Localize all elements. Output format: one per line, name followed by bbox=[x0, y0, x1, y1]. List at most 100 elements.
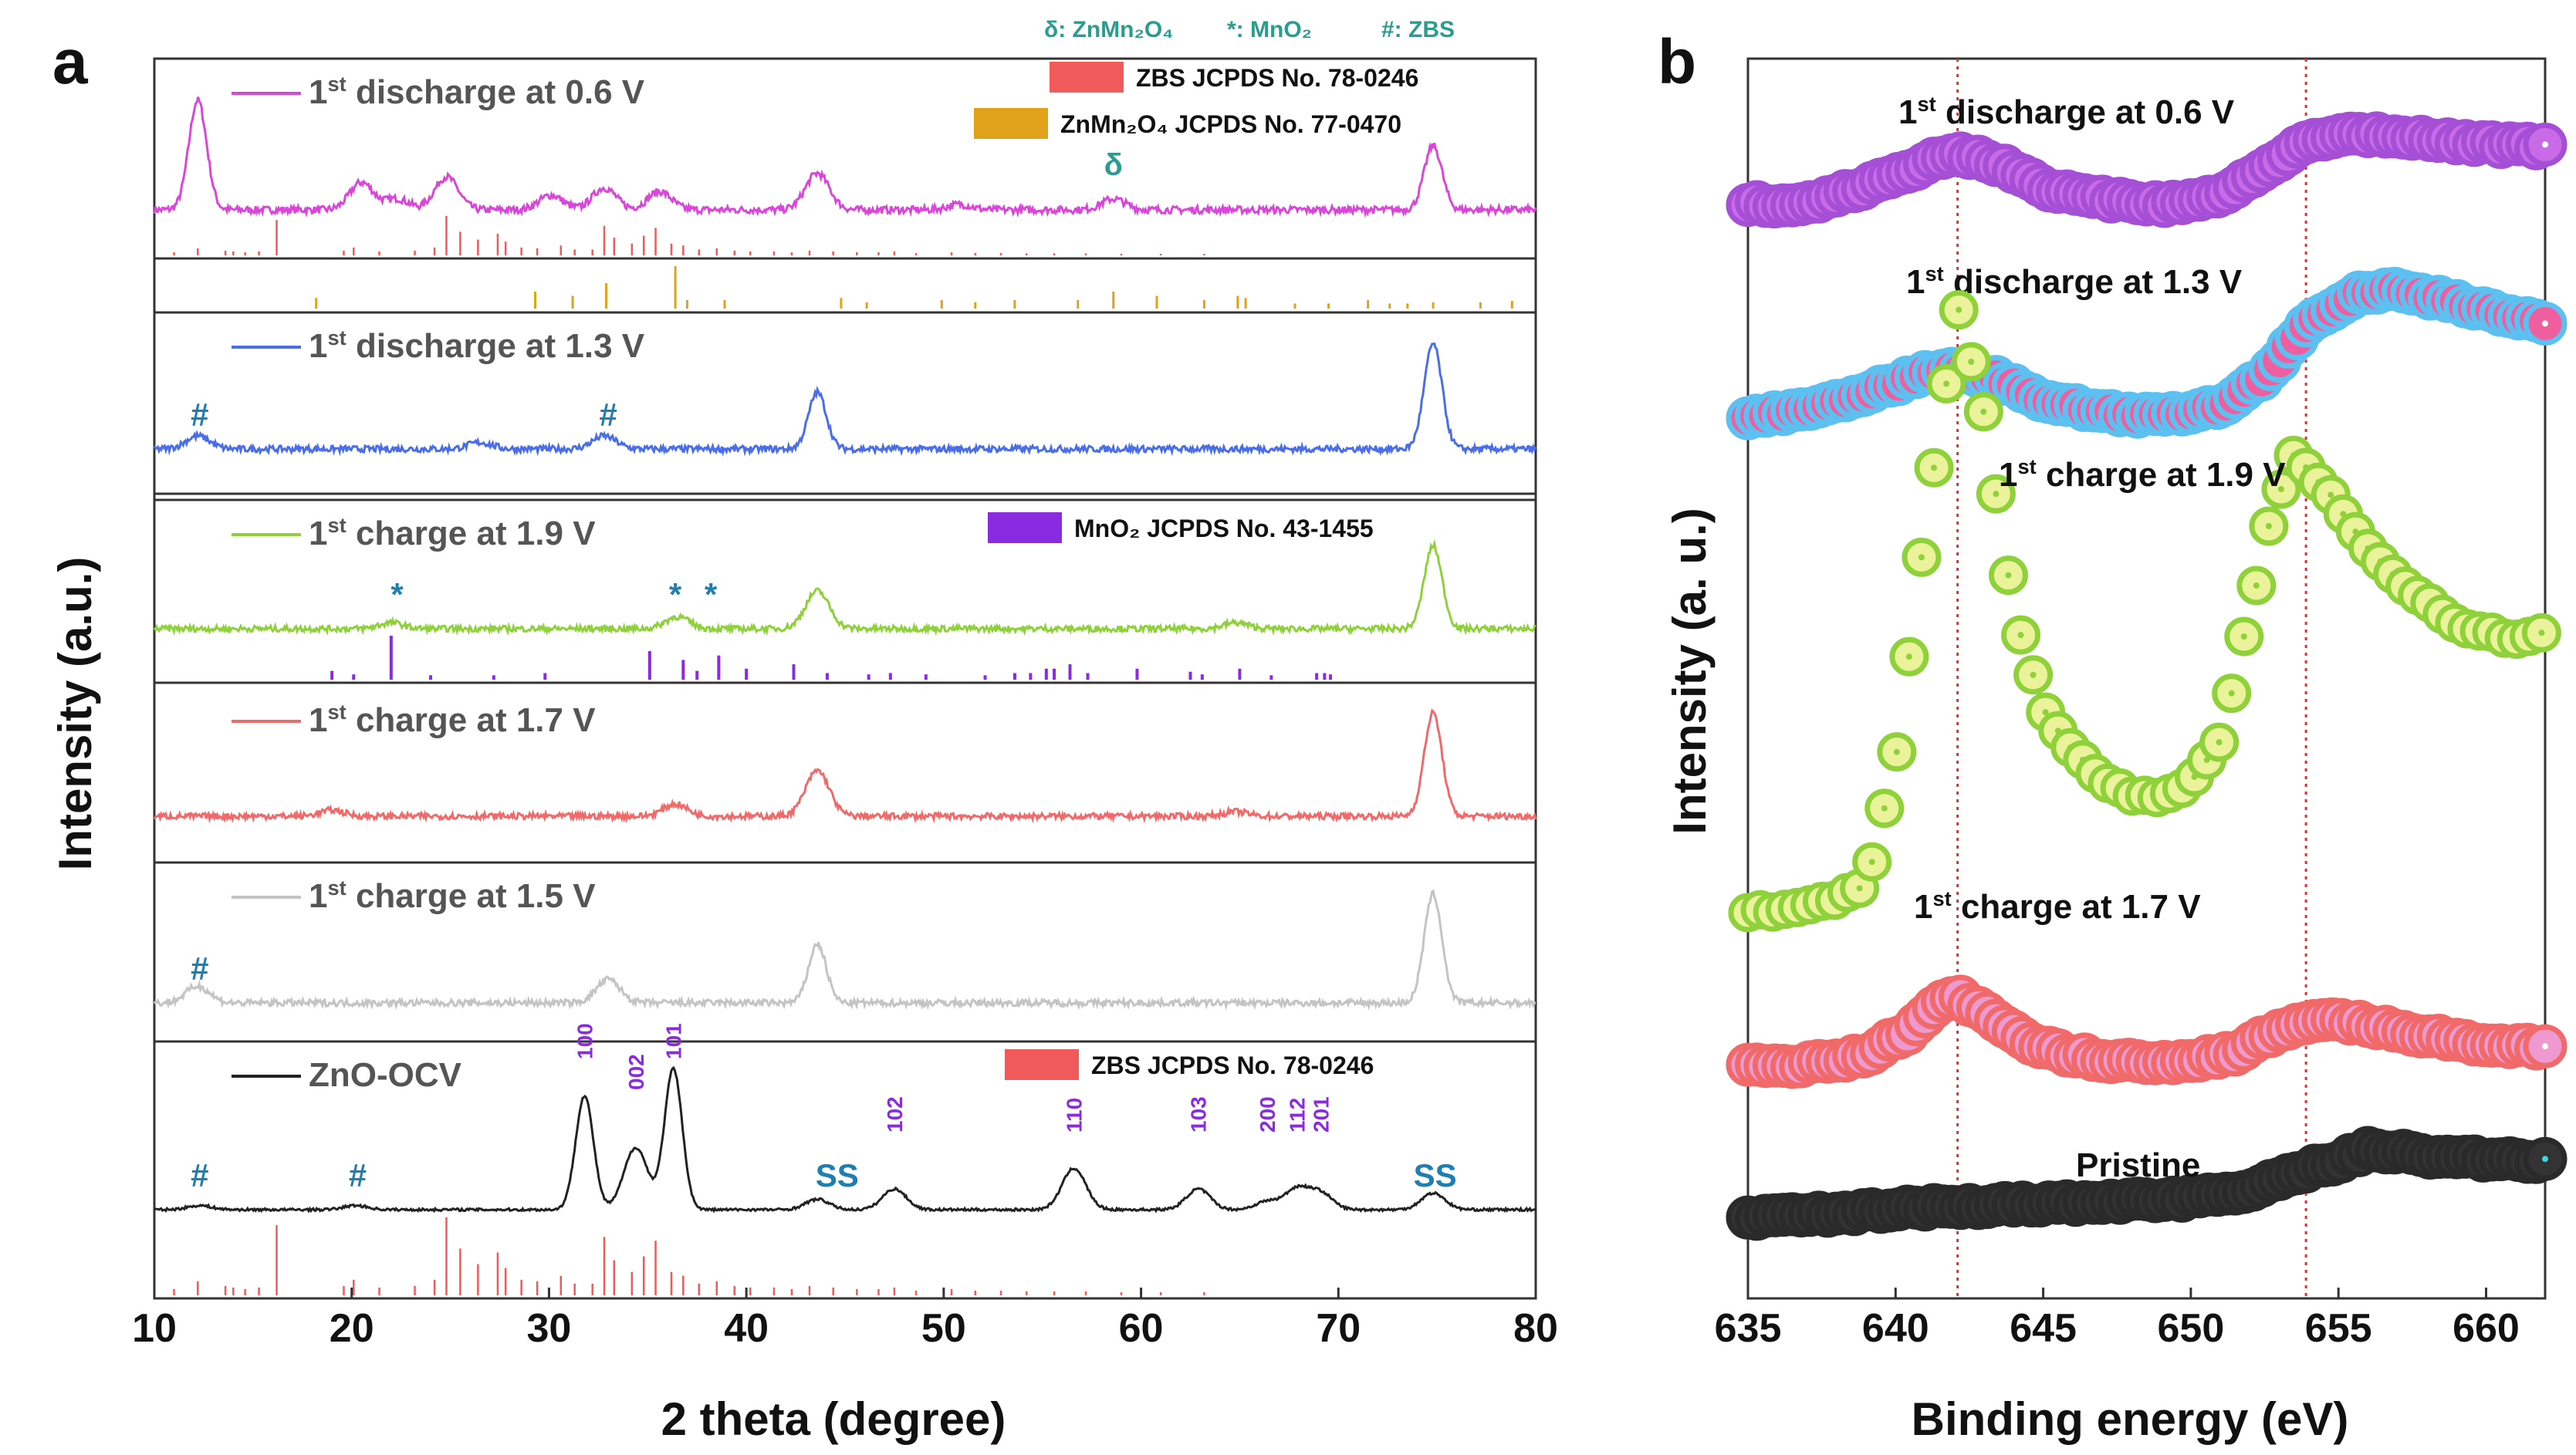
xps-x-tick-label: 635 bbox=[1715, 1306, 1782, 1351]
miller-index: 103 bbox=[1187, 1096, 1211, 1133]
xrd-trace bbox=[153, 538, 1536, 636]
xrd-series-label: 1st discharge at 1.3 V bbox=[309, 326, 645, 365]
xps-point-dot bbox=[2253, 582, 2260, 589]
xrd-peak-marker: # bbox=[191, 1157, 208, 1193]
panel-b-letter: b bbox=[1658, 27, 1696, 97]
miller-index: 100 bbox=[573, 1023, 597, 1059]
xrd-x-tick-label: 70 bbox=[1316, 1306, 1361, 1351]
miller-index: 101 bbox=[662, 1023, 686, 1059]
xrd-x-tick-label: 40 bbox=[724, 1306, 769, 1351]
xps-series: 1st charge at 1.9 V bbox=[1728, 290, 2561, 933]
xrd-x-tick-label: 50 bbox=[921, 1306, 966, 1351]
xrd-peak-marker: # bbox=[191, 950, 208, 987]
xrd-series-label: 1st charge at 1.7 V bbox=[309, 700, 596, 739]
xps-x-tick-label: 660 bbox=[2453, 1306, 2520, 1351]
xrd-series-label: 1st charge at 1.5 V bbox=[309, 876, 596, 915]
xrd-peak-marker: δ bbox=[1104, 148, 1123, 182]
xrd-x-tick-label: 80 bbox=[1513, 1306, 1558, 1351]
xrd-series: 1st charge at 1.9 V * * * bbox=[153, 513, 1536, 680]
legend-hash: #: ZBS bbox=[1381, 17, 1455, 42]
xrd-peak-marker: * bbox=[669, 576, 682, 613]
xps-point-dot bbox=[2542, 1043, 2548, 1050]
xps-y-axis-title: Intensity (a. u.) bbox=[1664, 508, 1716, 834]
xrd-trace bbox=[153, 889, 1536, 1011]
xps-point-dot bbox=[1881, 805, 1888, 812]
xrd-series-label: 1st discharge at 0.6 V bbox=[309, 72, 645, 111]
xrd-peak-marker: SS bbox=[1414, 1157, 1457, 1193]
xps-point-dot bbox=[2017, 632, 2024, 639]
xps-point-dot bbox=[1905, 653, 1912, 660]
reference-lines bbox=[173, 216, 1205, 255]
xps-point-dot bbox=[2030, 671, 2037, 678]
xps-series-label: 1st charge at 1.9 V bbox=[1999, 454, 2286, 494]
xps-point-dot bbox=[1856, 885, 1863, 892]
xrd-series: 1st discharge at 0.6 V δ bbox=[153, 72, 1537, 255]
xrd-peak-marker: # bbox=[599, 397, 617, 433]
xrd-y-axis-title: Intensity (a.u.) bbox=[49, 557, 101, 871]
xps-point-dot bbox=[1993, 491, 2000, 498]
xrd-peak-marker: # bbox=[349, 1157, 367, 1193]
znmn2o4-reference-lines bbox=[315, 266, 1513, 309]
xrd-peak-marker: * bbox=[390, 576, 404, 613]
xrd-frame bbox=[153, 57, 1537, 1300]
znmn2o4-reference-swatch bbox=[974, 108, 1048, 139]
xps-point-dot bbox=[2542, 320, 2548, 327]
xrd-x-tick-label: 20 bbox=[330, 1306, 374, 1351]
xps-point-dot bbox=[2240, 633, 2247, 640]
miller-index: 200 bbox=[1256, 1096, 1280, 1133]
xps-point-dot bbox=[2542, 1156, 2548, 1163]
miller-index: 002 bbox=[624, 1054, 648, 1090]
miller-index: 110 bbox=[1063, 1098, 1087, 1133]
xps-series: 1st discharge at 0.6 V bbox=[1726, 92, 2568, 229]
miller-index: 112 bbox=[1286, 1098, 1310, 1133]
xps-series: 1st charge at 1.7 V bbox=[1726, 886, 2568, 1089]
xps-point-dot bbox=[2005, 572, 2012, 579]
xps-series-label: 1st charge at 1.7 V bbox=[1914, 886, 2201, 926]
xrd-x-tick-label: 30 bbox=[527, 1306, 572, 1351]
xps-point-dot bbox=[1893, 748, 1900, 755]
xps-point-dot bbox=[1918, 554, 1925, 561]
xps-panel: 1st discharge at 0.6 V 1st discharge at 1… bbox=[1715, 57, 2568, 1351]
xps-x-tick-label: 645 bbox=[2010, 1306, 2077, 1351]
panel-a-letter: a bbox=[52, 27, 89, 97]
zbs-reference-bottom-label: ZBS JCPDS No. 78-0246 bbox=[1091, 1052, 1374, 1079]
xps-x-tick-label: 650 bbox=[2158, 1306, 2225, 1351]
xrd-peak-marker: # bbox=[191, 397, 208, 433]
mno2-reference-swatch bbox=[988, 512, 1062, 543]
mno2-reference-label: MnO₂ JCPDS No. 43-1455 bbox=[1074, 515, 1374, 542]
xps-x-tick-label: 640 bbox=[1862, 1306, 1929, 1351]
xps-point-dot bbox=[1956, 306, 1962, 313]
xps-point-dot bbox=[2228, 690, 2235, 697]
xrd-peak-marker: SS bbox=[816, 1157, 859, 1193]
znmn2o4-reference-label: ZnMn₂O₄ JCPDS No. 77-0470 bbox=[1060, 110, 1401, 138]
xps-point-dot bbox=[1868, 859, 1875, 866]
xrd-x-axis-title: 2 theta (degree) bbox=[661, 1393, 1006, 1445]
xps-point-dot bbox=[1943, 380, 1950, 387]
xps-point-dot bbox=[2538, 630, 2545, 636]
xps-point-dot bbox=[2042, 709, 2049, 716]
legend-star: *: MnO₂ bbox=[1227, 17, 1312, 42]
reference-lines bbox=[330, 636, 1333, 680]
xps-frame bbox=[1746, 57, 2547, 1300]
xrd-series: ZnO-OCV # # SS SS 100 002 101 102 110 103 200 112 201 bbox=[154, 1023, 1536, 1295]
xrd-series: 1st discharge at 1.3 V # # bbox=[153, 326, 1537, 457]
legend-delta: δ: ZnMn₂O₄ bbox=[1044, 17, 1173, 42]
xps-point-dot bbox=[2265, 523, 2272, 530]
xps-point-dot bbox=[1968, 358, 1975, 365]
miller-index: 201 bbox=[1309, 1096, 1333, 1133]
xps-series: 1st discharge at 1.3 V bbox=[1726, 262, 2568, 441]
xrd-series-label: ZnO-OCV bbox=[309, 1056, 462, 1094]
reference-lines bbox=[173, 1217, 1205, 1295]
xps-series-label: 1st discharge at 0.6 V bbox=[1898, 92, 2235, 131]
xrd-series: 1st charge at 1.7 V bbox=[153, 700, 1537, 824]
xps-series-label: 1st discharge at 1.3 V bbox=[1906, 262, 2243, 301]
zbs-reference-bottom-swatch bbox=[1005, 1049, 1079, 1080]
xrd-trace bbox=[154, 1065, 1536, 1214]
xrd-trace bbox=[153, 708, 1537, 824]
xps-series: Pristine bbox=[1726, 1126, 2568, 1241]
xrd-x-tick-label: 60 bbox=[1119, 1306, 1164, 1351]
zbs-reference-label: ZBS JCPDS No. 78-0246 bbox=[1136, 64, 1418, 92]
xps-point-dot bbox=[1931, 464, 1938, 471]
xps-series-label: Pristine bbox=[2076, 1146, 2200, 1184]
